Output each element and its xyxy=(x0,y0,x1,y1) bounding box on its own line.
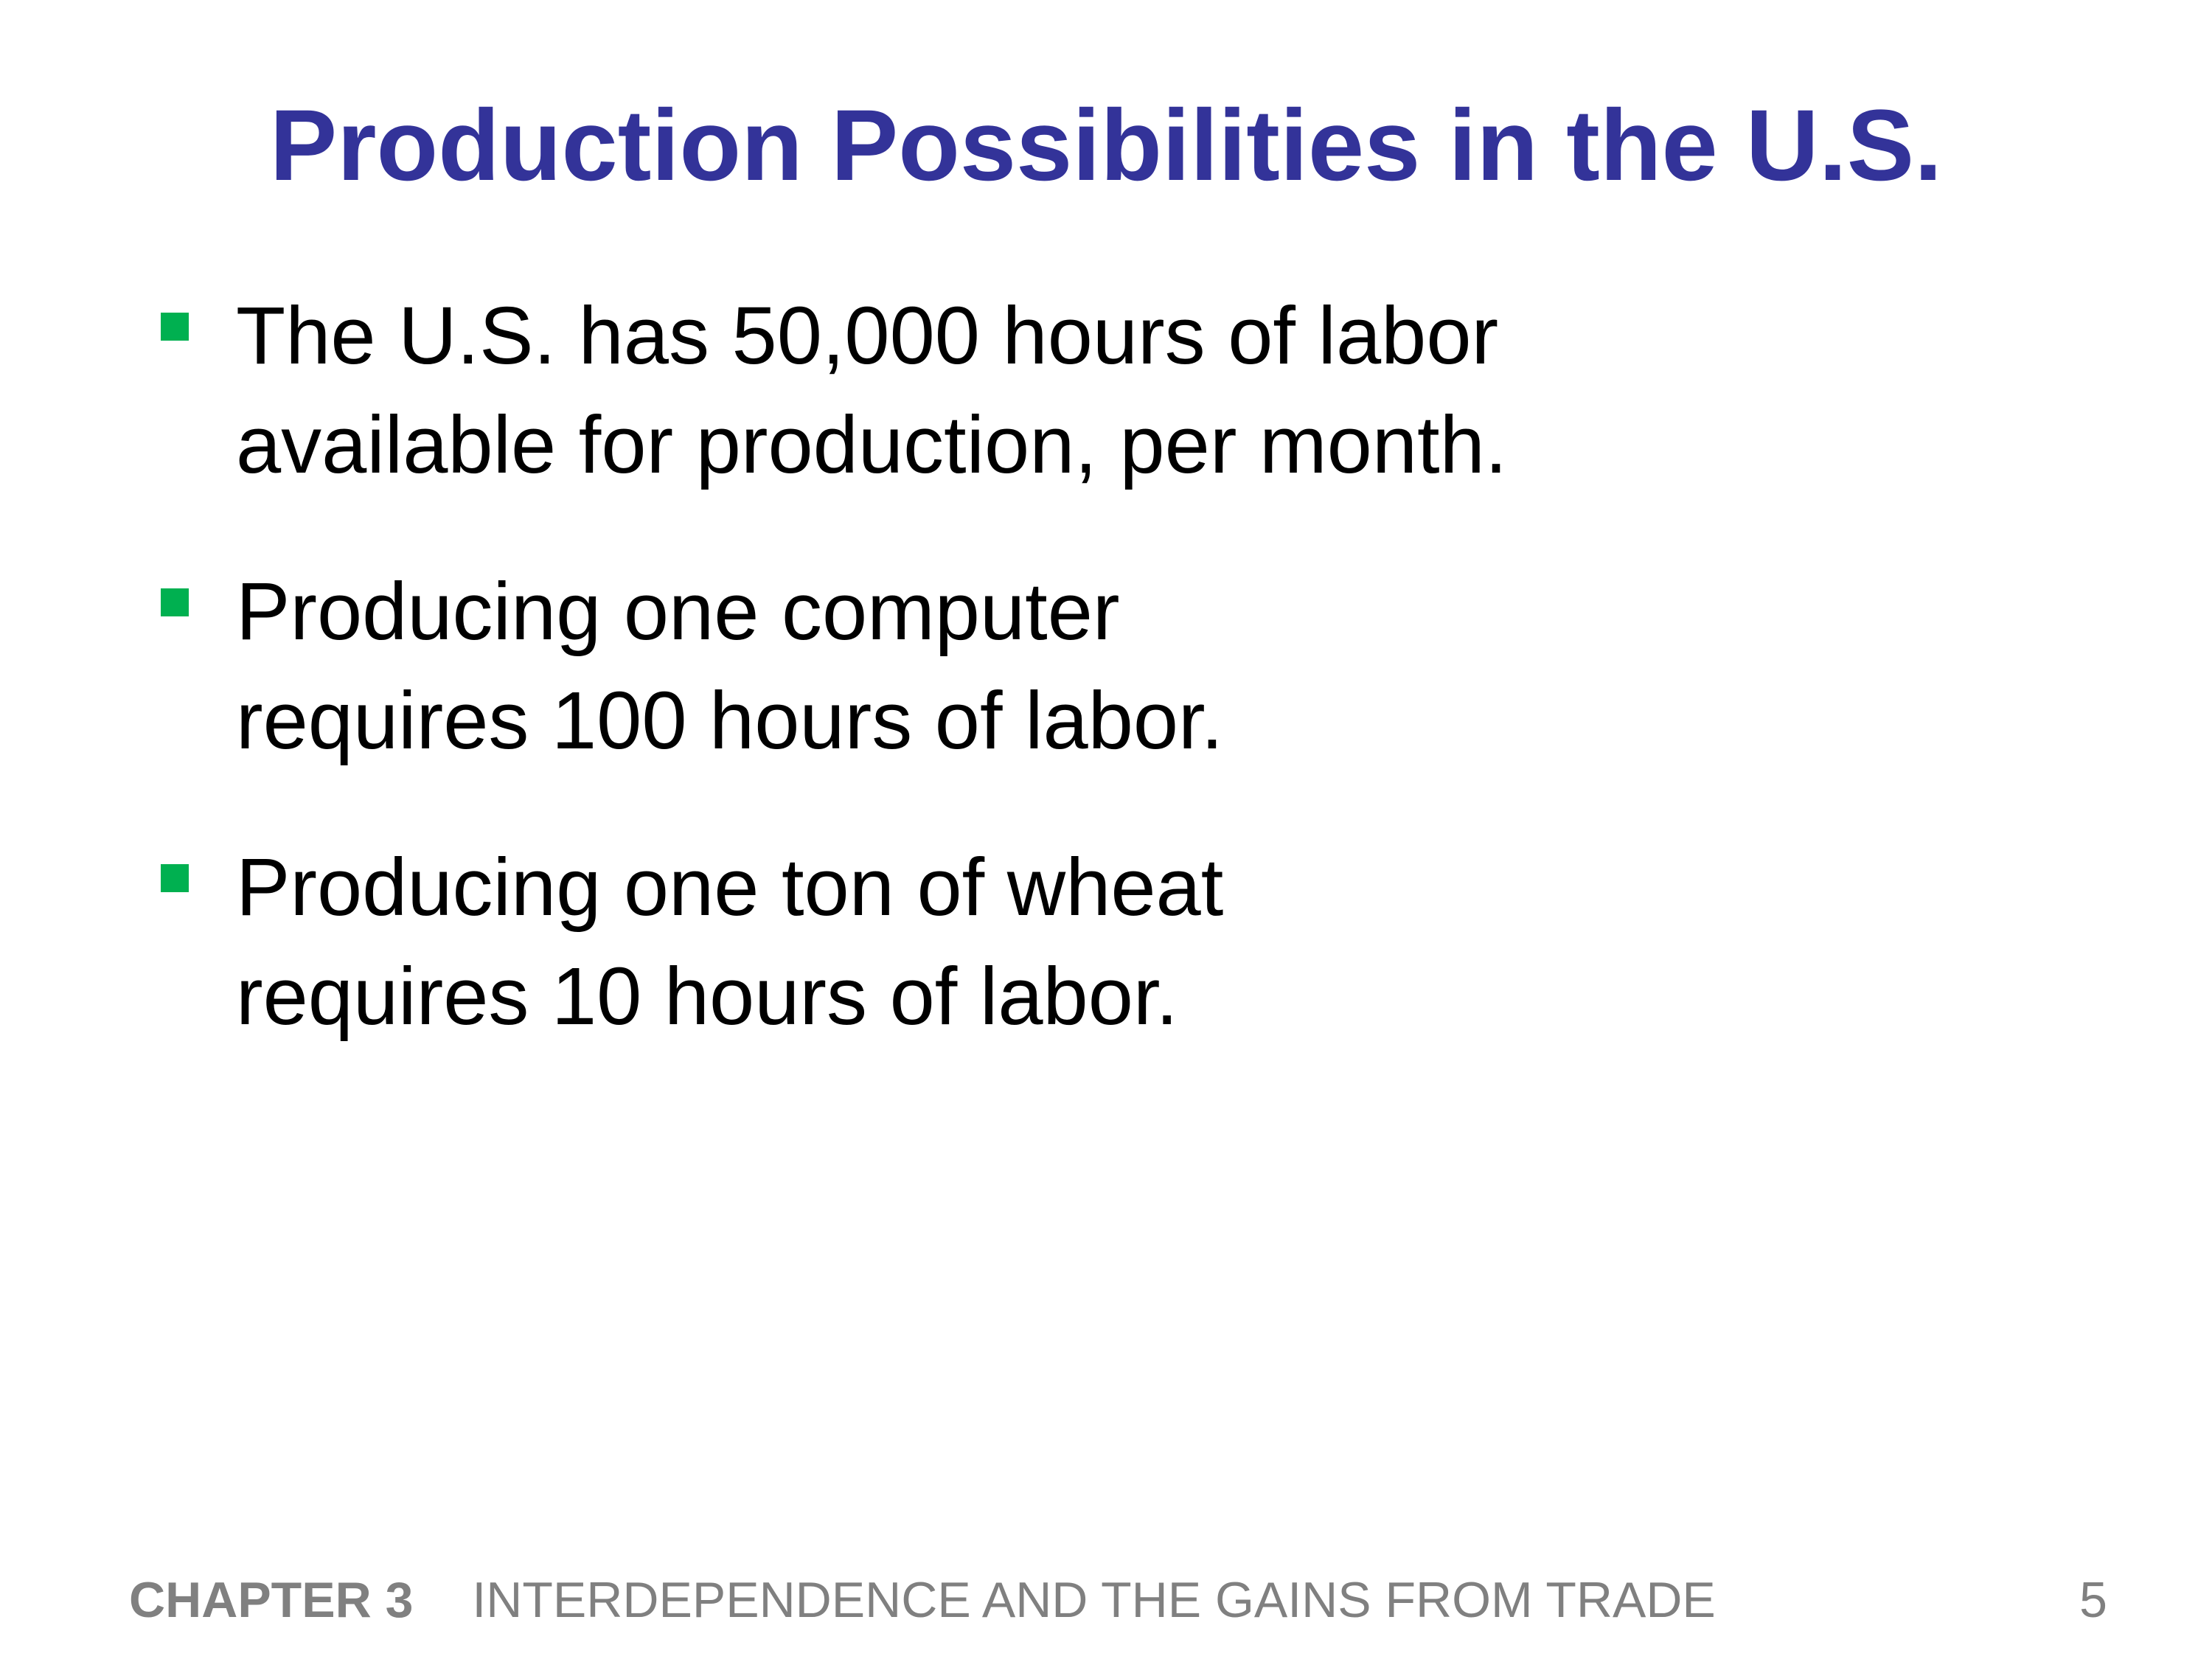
bullet-line: Producing one ton of wheat xyxy=(236,842,1224,933)
bullet-item: Producing one ton of wheat requires 10 h… xyxy=(161,833,2078,1051)
bullet-line: available for production, per month. xyxy=(236,400,1508,490)
square-bullet-icon xyxy=(161,864,189,892)
square-bullet-icon xyxy=(161,313,189,341)
bullet-text: Producing one ton of wheat requires 10 h… xyxy=(236,833,2078,1051)
square-bullet-icon xyxy=(161,588,189,616)
bullet-line: The U.S. has 50,000 hours of labor xyxy=(236,291,1499,381)
bullet-item: The U.S. has 50,000 hours of labor avail… xyxy=(161,282,2078,500)
bullet-list: The U.S. has 50,000 hours of labor avail… xyxy=(161,282,2078,1109)
slide-title: Production Possibilities in the U.S. xyxy=(269,89,1943,202)
footer: CHAPTER 3 INTERDEPENDENCE AND THE GAINS F… xyxy=(129,1571,1716,1630)
bullet-text: Producing one computer requires 100 hour… xyxy=(236,557,2078,776)
bullet-text: The U.S. has 50,000 hours of labor avail… xyxy=(236,282,2078,500)
page-number: 5 xyxy=(2079,1572,2107,1628)
footer-chapter: CHAPTER 3 xyxy=(129,1572,414,1628)
footer-chapter-title: INTERDEPENDENCE AND THE GAINS FROM TRADE xyxy=(472,1572,1716,1628)
bullet-line: requires 10 hours of labor. xyxy=(236,951,1178,1042)
bullet-line: Producing one computer xyxy=(236,566,1120,657)
bullet-item: Producing one computer requires 100 hour… xyxy=(161,557,2078,776)
bullet-line: requires 100 hours of labor. xyxy=(236,675,1224,766)
